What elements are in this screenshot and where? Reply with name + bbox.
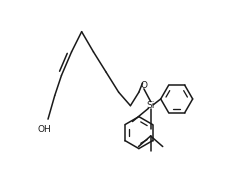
Text: O: O [140,81,147,90]
Text: OH: OH [38,125,52,134]
Text: Si: Si [147,101,155,110]
